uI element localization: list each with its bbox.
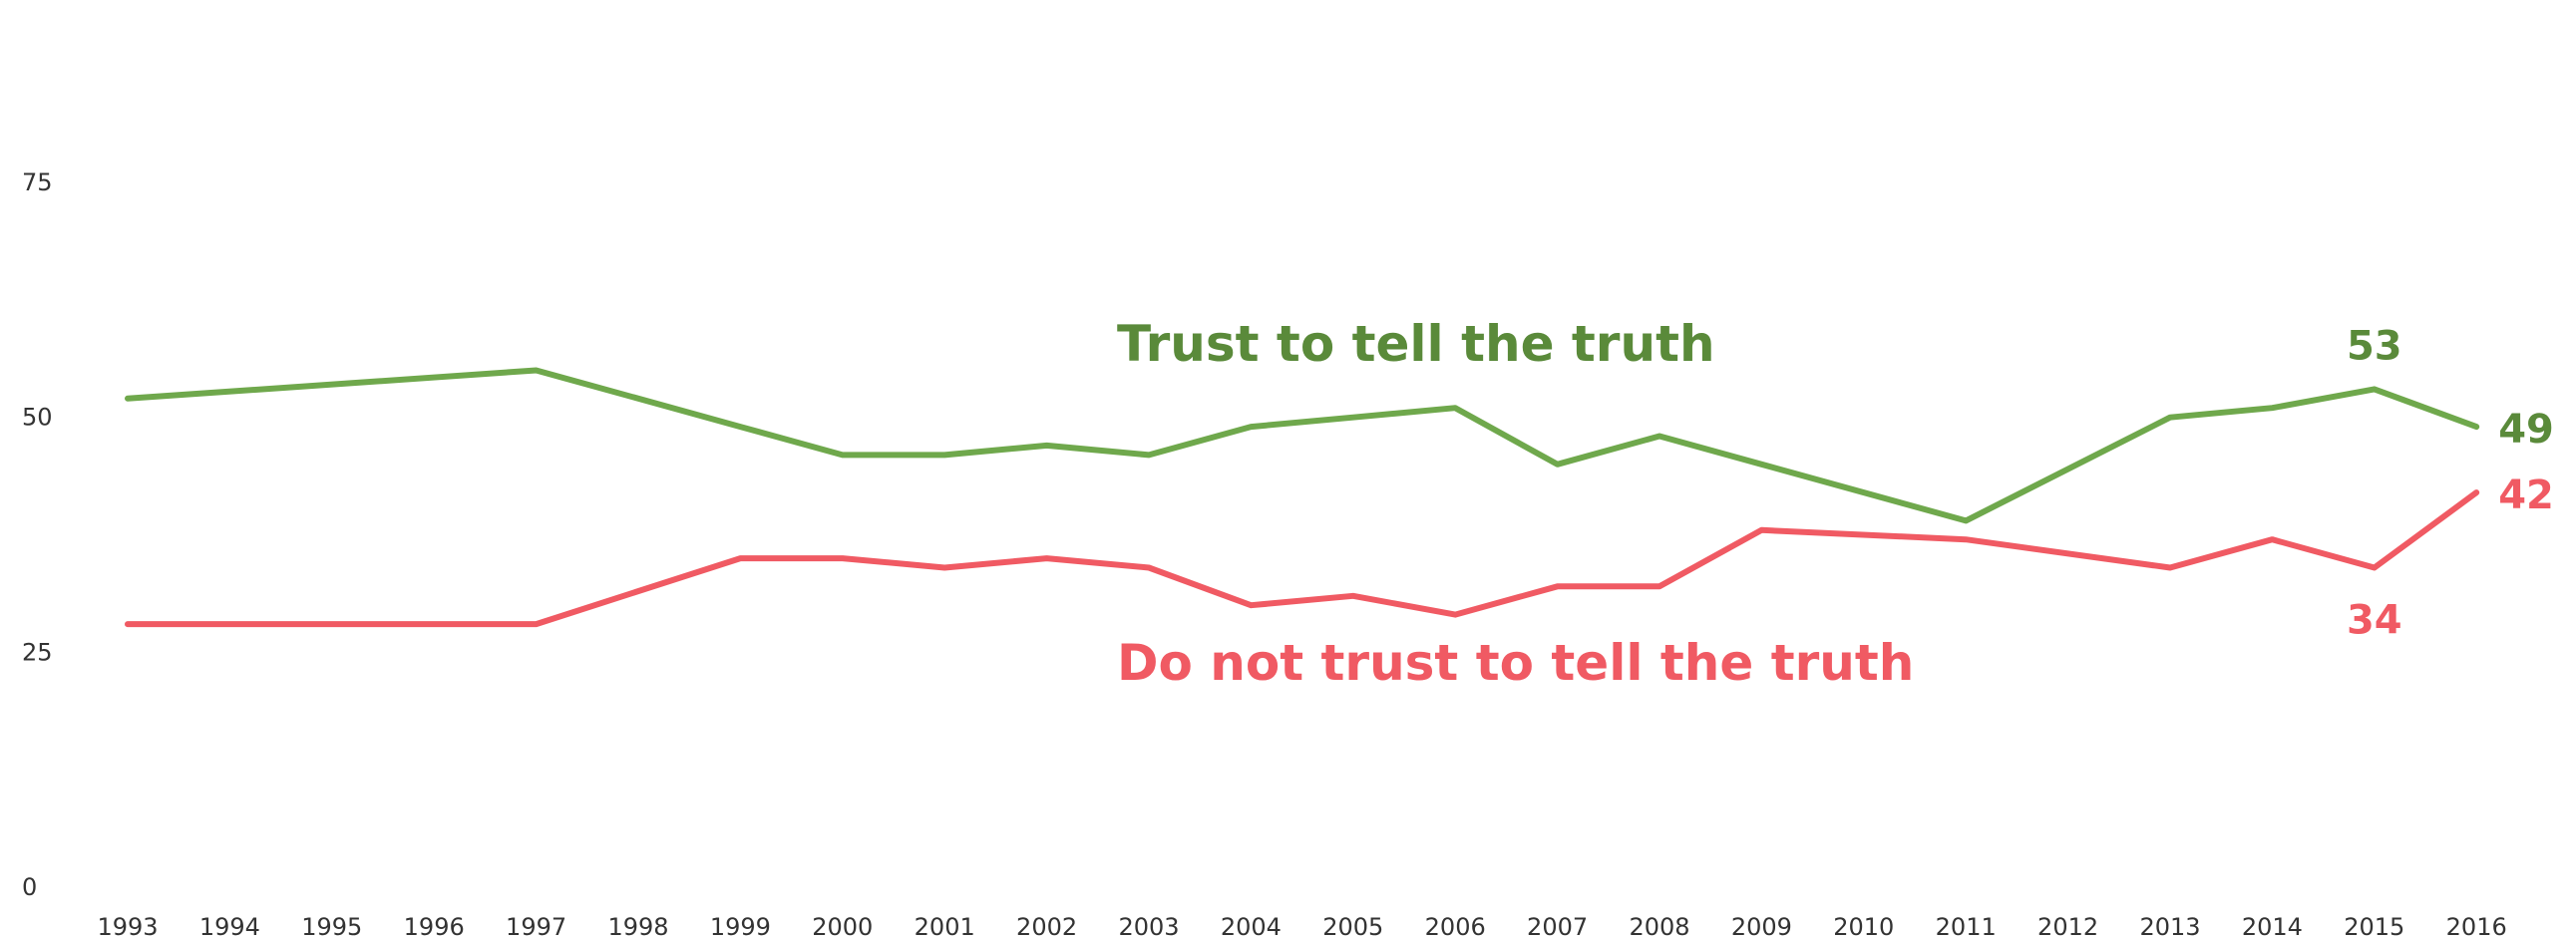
- series-lines: [125, 367, 2480, 628]
- x-tick-label: 2000: [812, 913, 873, 941]
- x-tick-label: 2002: [1016, 913, 1077, 941]
- x-tick-label: 2009: [1731, 913, 1792, 941]
- x-tick-label: 2011: [1936, 913, 1997, 941]
- x-tick-label: 2013: [2139, 913, 2200, 941]
- y-tick-label: 25: [22, 638, 53, 666]
- x-tick-label: 2003: [1118, 913, 1179, 941]
- x-tick-label: 2014: [2242, 913, 2303, 941]
- distrust-data-label: 34: [2347, 597, 2402, 643]
- distrust-data-label: 42: [2498, 472, 2554, 518]
- x-tick-label: 2001: [915, 913, 975, 941]
- x-tick-label: 2015: [2344, 913, 2404, 941]
- y-tick-label: 75: [22, 168, 53, 196]
- x-tick-label: 1993: [97, 913, 158, 941]
- x-tick-label: 2006: [1425, 913, 1486, 941]
- x-tick-label: 1999: [710, 913, 771, 941]
- x-tick-label: 1998: [607, 913, 668, 941]
- data-labels: 53 49 34 42: [2347, 323, 2554, 643]
- x-tick-label: 1994: [199, 913, 260, 941]
- y-tick-label: 0: [22, 873, 37, 901]
- y-axis: 0 25 50 75: [22, 168, 53, 901]
- x-tick-label: 2008: [1629, 913, 1689, 941]
- x-axis: 1993 1994 1995 1996 1997 1998 1999 2000 2001 2002…: [97, 913, 2506, 941]
- x-tick-label: 2004: [1221, 913, 1282, 941]
- trust-series-line: [125, 367, 2480, 524]
- y-tick-label: 50: [22, 404, 53, 432]
- x-tick-label: 2016: [2446, 913, 2507, 941]
- x-tick-label: 2005: [1322, 913, 1383, 941]
- distrust-series-label: Do not trust to tell the truth: [1117, 634, 1914, 692]
- x-tick-label: 2007: [1527, 913, 1588, 941]
- distrust-series-line: [125, 489, 2480, 628]
- x-tick-label: 1997: [506, 913, 566, 941]
- trust-data-label: 53: [2347, 323, 2402, 369]
- x-tick-label: 2012: [2037, 913, 2098, 941]
- x-tick-label: 1996: [404, 913, 465, 941]
- x-tick-label: 2010: [1833, 913, 1894, 941]
- trust-series-label: Trust to tell the truth: [1117, 315, 1715, 373]
- trust-data-label: 49: [2498, 407, 2554, 453]
- x-tick-label: 1995: [301, 913, 362, 941]
